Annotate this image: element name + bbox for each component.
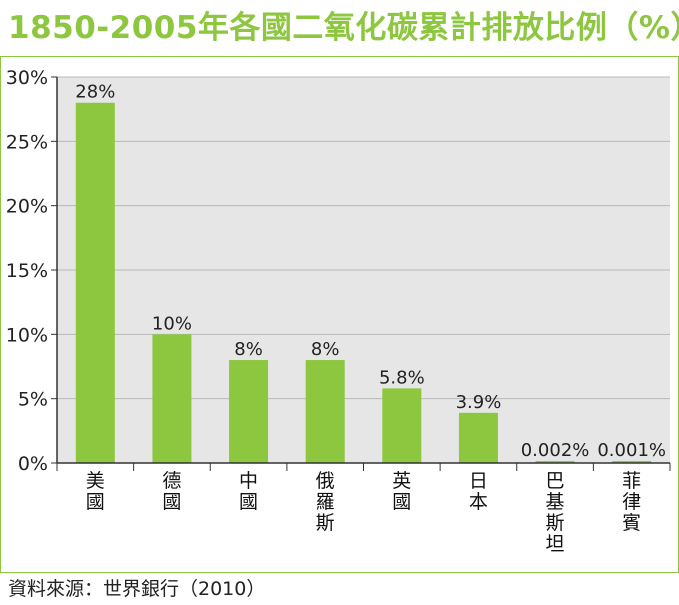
y-tick-label: 15% — [6, 260, 48, 282]
bar — [535, 461, 575, 463]
data-label: 8% — [311, 339, 340, 360]
data-label: 0.002% — [521, 440, 590, 461]
chart-title: 1850-2005年各國二氧化碳累計排放比例（%） — [8, 10, 679, 46]
bar — [382, 388, 422, 463]
y-tick-label: 25% — [6, 131, 48, 153]
x-tick-label: 英國 — [392, 470, 411, 513]
y-tick-label: 5% — [18, 389, 48, 411]
source-note: 資料來源：世界銀行（2010） — [8, 578, 266, 600]
x-tick-label: 日本 — [469, 470, 488, 513]
bar — [229, 360, 269, 463]
x-tick-label: 美國 — [86, 470, 105, 513]
data-label: 10% — [152, 313, 192, 334]
bar — [75, 102, 115, 463]
x-tick-label: 俄羅斯 — [316, 470, 335, 534]
bar — [612, 461, 652, 463]
y-tick-label: 20% — [6, 196, 48, 218]
data-label: 0.001% — [597, 440, 666, 461]
data-label: 3.9% — [456, 392, 502, 413]
data-label: 8% — [234, 339, 263, 360]
y-tick-label: 0% — [18, 453, 48, 475]
data-label: 28% — [75, 82, 115, 103]
x-tick-label: 菲律賓 — [622, 470, 641, 534]
y-tick-label: 10% — [6, 324, 48, 346]
x-tick-label: 巴基斯坦 — [546, 470, 565, 555]
x-tick-label: 中國 — [239, 470, 258, 513]
x-tick-label: 德國 — [162, 470, 181, 513]
y-tick-label: 30% — [6, 67, 48, 89]
data-label: 5.8% — [379, 367, 425, 388]
bar — [305, 360, 345, 463]
bar — [458, 412, 498, 463]
bar — [152, 334, 192, 463]
